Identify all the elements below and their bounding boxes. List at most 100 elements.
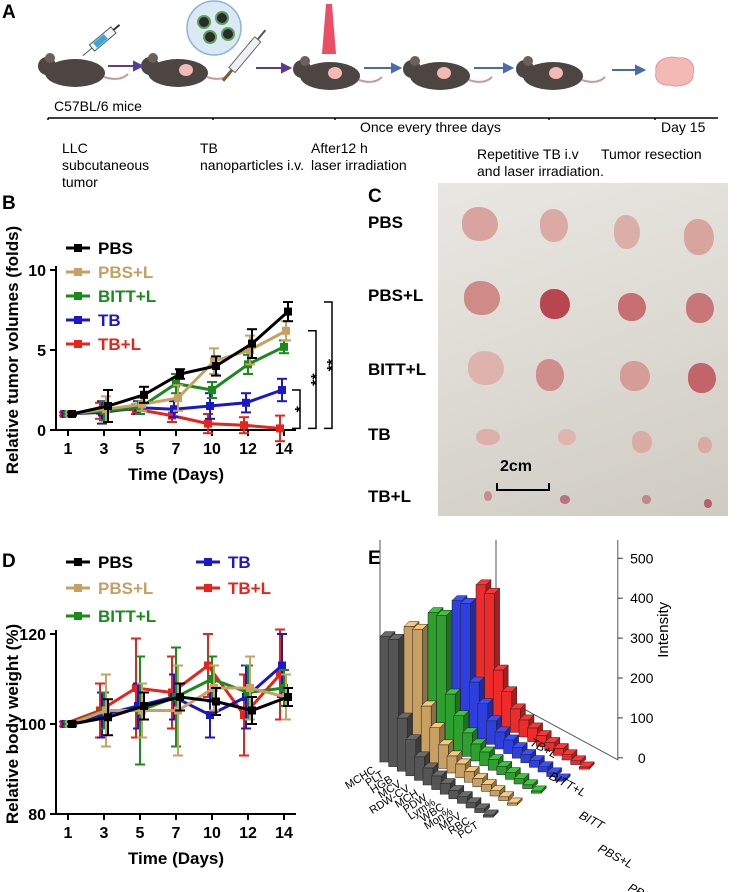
bar-top [483,587,501,594]
legend-label: TB+L [228,579,271,598]
bar-top [509,703,527,710]
bar-top [472,773,489,779]
bar-top [453,710,470,716]
legend-marker [74,558,82,566]
bar-top [494,726,511,733]
bar-top [485,715,503,722]
bar-top [569,755,587,762]
data-point [68,720,76,728]
tumor-sample [464,281,500,315]
data-point [248,339,256,348]
tumor-sample [560,495,570,504]
panel-label-d: D [2,551,16,572]
x-tick-label: 14 [275,825,293,842]
data-point [172,379,180,388]
legend-marker [74,340,82,348]
bar-top [537,761,554,767]
legend-label: PBS+L [98,579,153,598]
tumor-volume-chart: 0 5 10 1 3 5 7 10 12 14 Time (Days) Relative tumor … [3,226,342,484]
data-point [168,688,176,697]
legend-label: BITT+L [98,287,156,306]
z-axis-title: Intensity [655,601,672,657]
tumor-sample [632,431,652,453]
tumor-sample [698,437,712,453]
photo-row-label: TB+L [368,487,411,506]
y-axis-title: Relative tumor volumes (folds) [3,226,22,474]
bar-front [457,796,468,804]
tumor-sample [462,207,498,241]
x-tick-label: 1 [64,441,73,458]
data-point [212,362,220,370]
data-point [246,684,254,692]
tumor-sample [614,215,640,249]
bar-top [411,623,429,630]
timeline-event: After12 h laser irradiation [311,140,407,173]
data-point [170,405,178,414]
bar-top [451,595,468,601]
protocol-illustration [38,0,718,120]
scale-bar [496,483,550,491]
mouse-icon [141,53,231,87]
bar-top [475,579,492,586]
body-weight-chart: 80 100 120 1 3 5 7 10 12 14 Time (Days) Relative bo… [3,553,296,868]
bar-top [487,754,504,760]
legend-label: TB [98,311,121,330]
bar-top [413,751,431,758]
tumor-sample [704,499,712,508]
mouse-icon [516,56,606,90]
bar-top [465,797,482,803]
x-axis-title: Time (Days) [128,465,224,484]
data-point [210,357,218,366]
bar-top [552,743,570,749]
z-tick-label: 0 [638,750,646,766]
legend-marker [74,612,82,620]
bar-top [496,761,513,767]
legend-label: PBS+L [98,263,153,282]
bar-top [454,758,472,765]
data-point [140,702,148,710]
data-point [206,402,214,410]
tumor-sample [476,429,500,445]
data-point [134,702,142,710]
bar-top [530,785,547,792]
series-label: PBS+L [596,841,636,871]
panel-label-c: C [368,186,382,207]
x-tick-label: 14 [275,441,293,458]
tumor-sample [642,495,651,504]
scale-bar-label: 2cm [500,458,533,475]
timeline-event: Once every three days [360,119,501,135]
bar-top [461,727,479,734]
y-tick-label: 10 [28,263,46,280]
arrow-icon [108,60,293,74]
series-label: BITT+L [547,769,589,800]
bar-top [561,749,578,755]
data-point [132,684,140,692]
bar-front [489,790,501,797]
bar-top [427,607,444,613]
x-tick-label: 7 [172,825,181,842]
significance-bracket [292,389,301,430]
significance-mark: * [293,405,310,412]
data-point [248,706,256,715]
bar-top [405,734,422,740]
x-tick-label: 12 [239,825,257,842]
x-tick-label: 1 [64,825,73,842]
bar-front [482,814,494,818]
data-point [240,421,248,430]
x-axis-title: Time (Days) [128,849,224,868]
mouse-icon [403,56,493,90]
bar-top [444,688,461,695]
tumor-sample [618,293,646,321]
data-point [104,713,112,722]
data-point [206,711,214,719]
bar-top [520,749,537,755]
bar-top [422,762,439,769]
panel-label-b: B [2,193,16,214]
data-point [212,697,220,706]
x-tick-label: 5 [136,825,145,842]
bar-top [473,803,491,810]
x-tick-label: 7 [172,441,181,458]
bar-top [478,746,496,753]
bar-top [497,791,515,798]
panel-label-a: A [2,2,16,23]
